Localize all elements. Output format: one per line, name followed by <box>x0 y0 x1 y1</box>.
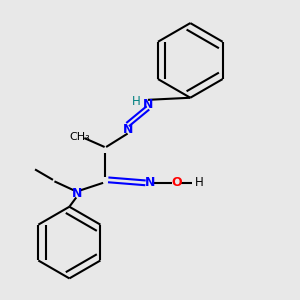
Text: N: N <box>122 123 133 136</box>
Text: N: N <box>145 176 155 189</box>
Text: N: N <box>72 187 82 200</box>
Text: N: N <box>143 98 153 111</box>
Text: O: O <box>172 176 182 189</box>
Text: H: H <box>195 176 203 189</box>
Text: H: H <box>132 95 140 108</box>
Text: CH₃: CH₃ <box>70 132 90 142</box>
